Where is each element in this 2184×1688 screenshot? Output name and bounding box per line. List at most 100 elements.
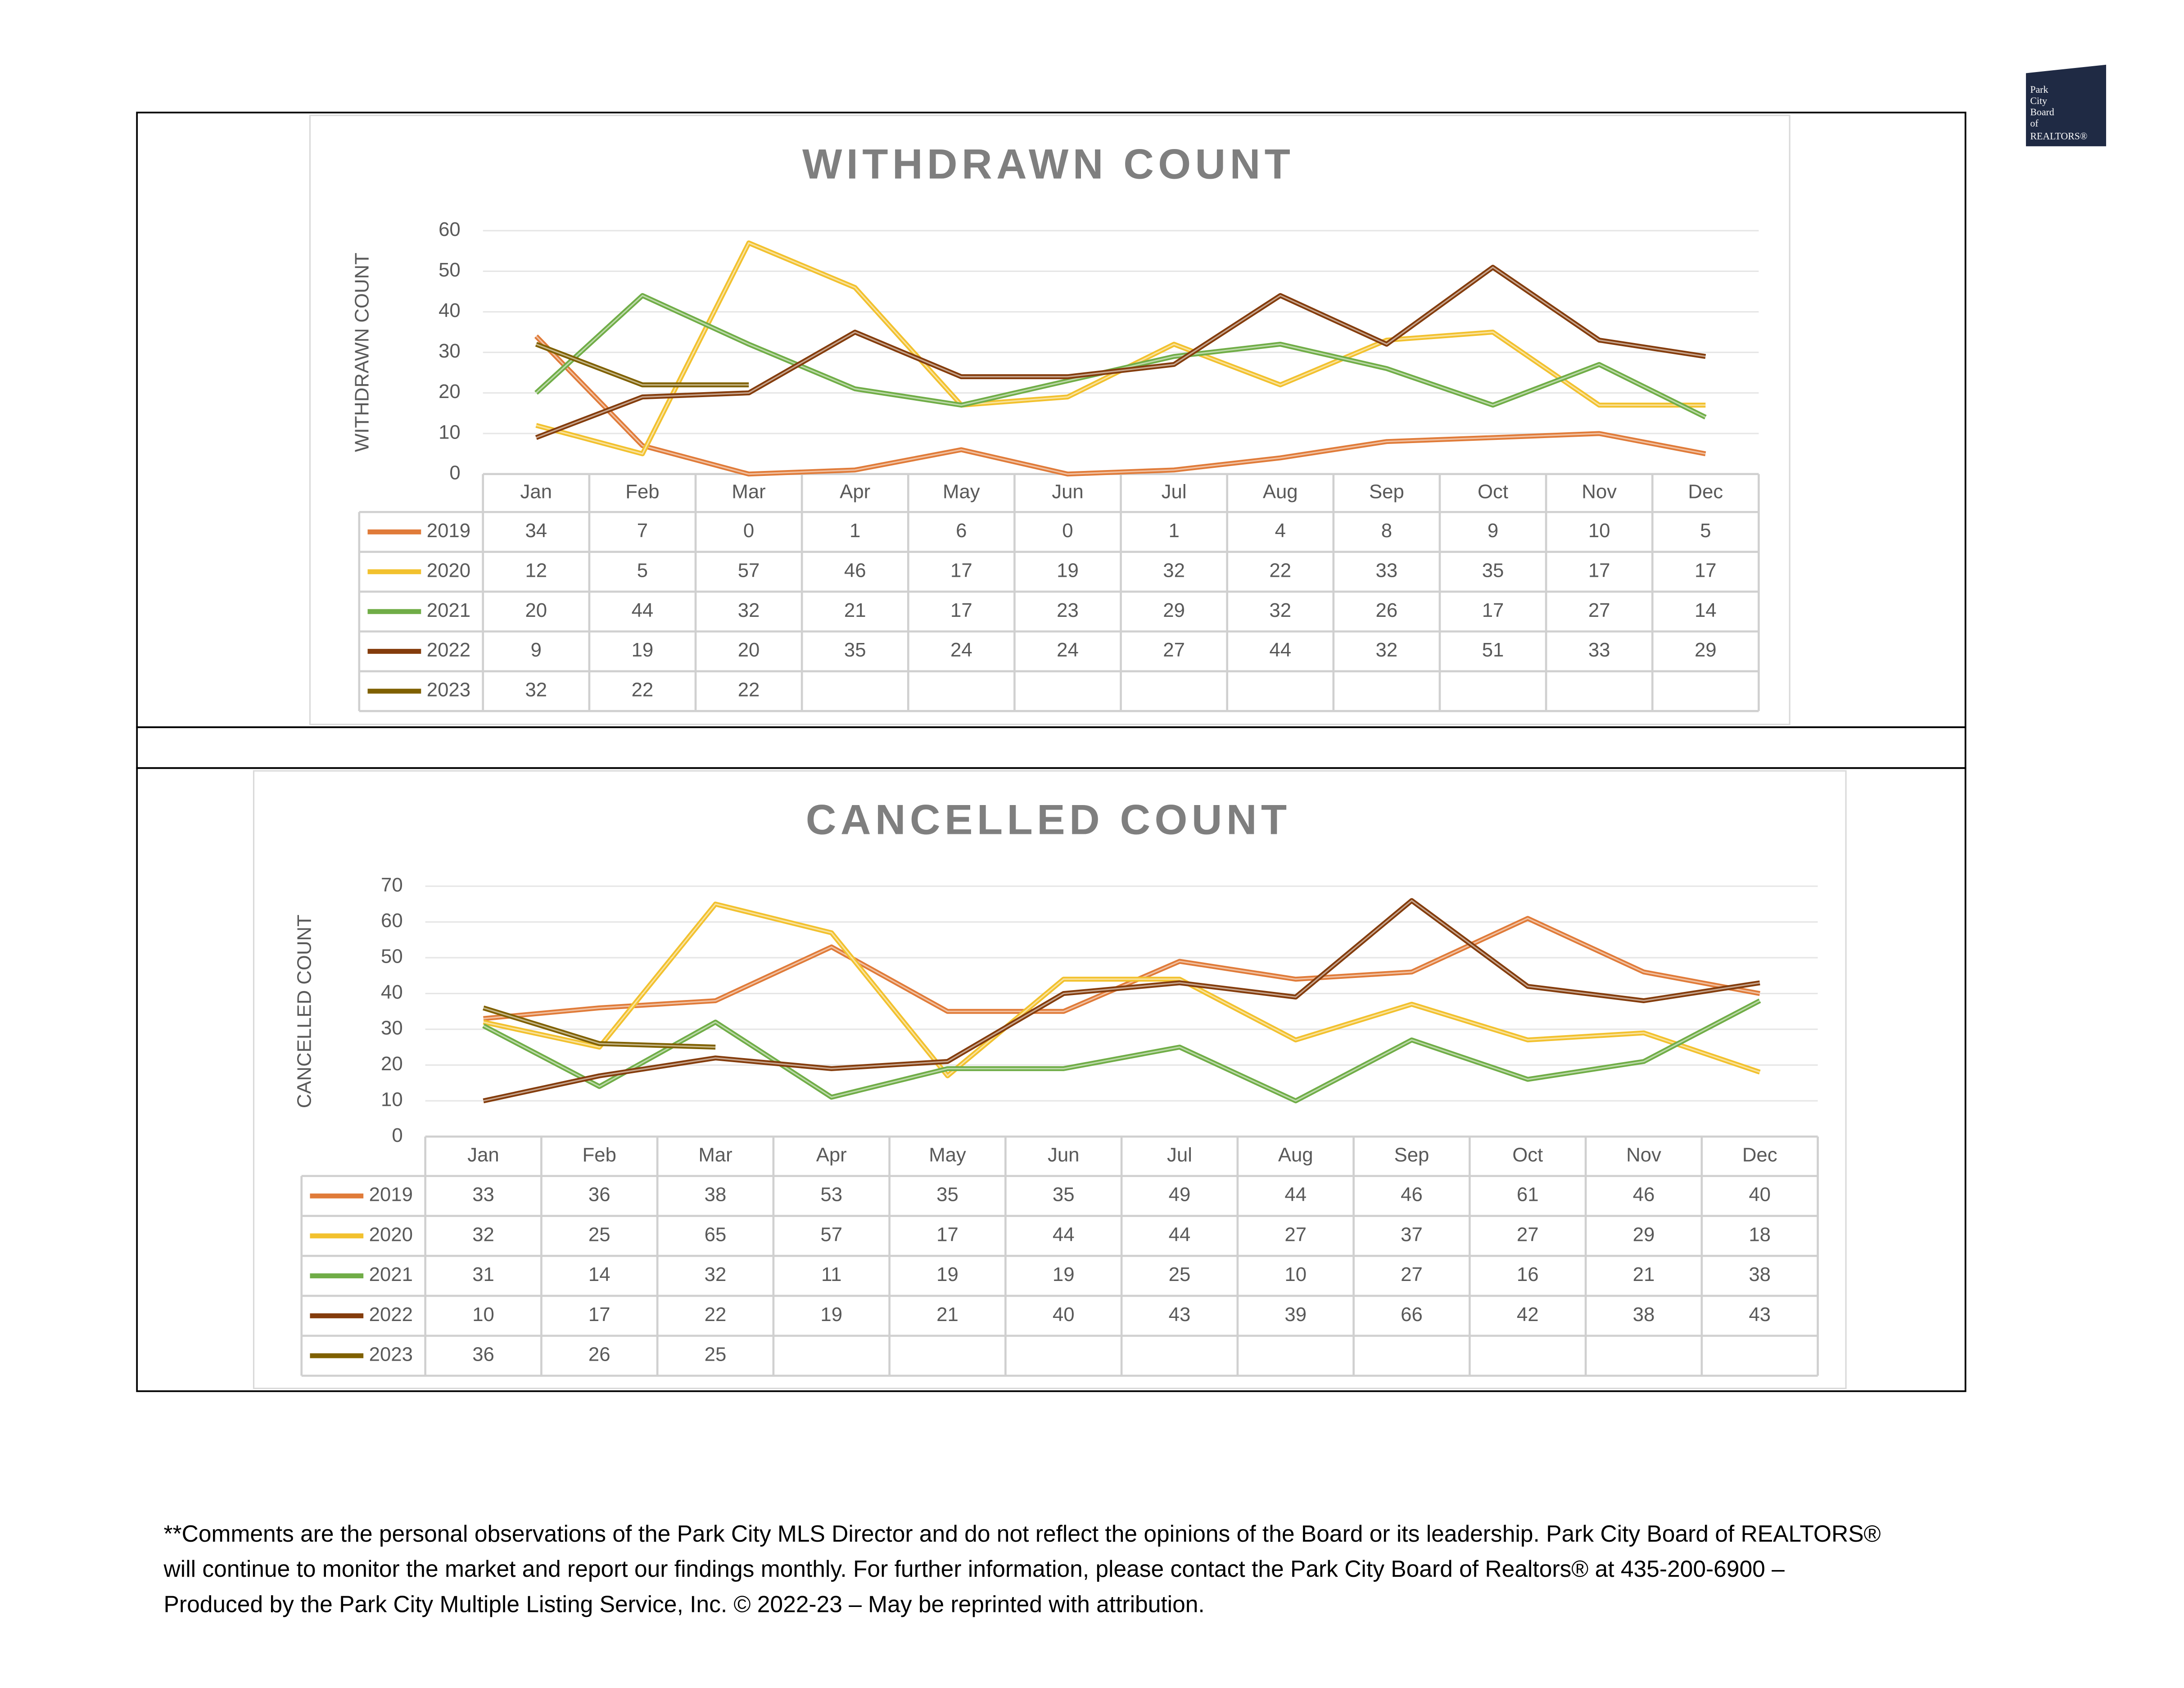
table-value: 37 bbox=[1401, 1223, 1423, 1245]
x-tick-label: Dec bbox=[1688, 481, 1723, 503]
table-value: 10 bbox=[1588, 520, 1610, 542]
table-value: 17 bbox=[1588, 559, 1610, 581]
table-value: 27 bbox=[1284, 1223, 1307, 1245]
y-tick-label: 60 bbox=[439, 218, 461, 240]
table-value: 46 bbox=[1401, 1184, 1423, 1206]
x-tick-label: Jan bbox=[520, 481, 552, 503]
table-value: 21 bbox=[1633, 1263, 1655, 1285]
x-tick-label: Jul bbox=[1162, 481, 1187, 503]
x-tick-label: Nov bbox=[1582, 481, 1617, 503]
table-value: 17 bbox=[950, 559, 972, 581]
table-value: 17 bbox=[1695, 559, 1717, 581]
table-value: 66 bbox=[1401, 1303, 1423, 1326]
y-tick-label: 10 bbox=[381, 1088, 403, 1110]
logo-mark bbox=[2026, 64, 2107, 146]
x-tick-label: May bbox=[943, 481, 980, 503]
table-value: 9 bbox=[531, 639, 542, 661]
table-value: 33 bbox=[472, 1184, 494, 1206]
table-value: 14 bbox=[588, 1263, 610, 1285]
table-value: 43 bbox=[1749, 1303, 1771, 1326]
table-value: 5 bbox=[1700, 520, 1711, 542]
logo-text: Park bbox=[2030, 84, 2048, 95]
table-value: 25 bbox=[705, 1344, 727, 1366]
x-tick-label: Sep bbox=[1394, 1144, 1429, 1166]
y-tick-label: 30 bbox=[381, 1017, 403, 1039]
y-tick-label: 20 bbox=[381, 1053, 403, 1075]
legend-label: 2020 bbox=[427, 559, 470, 581]
logo-text: of bbox=[2030, 118, 2039, 129]
series-line-highlight bbox=[536, 242, 1706, 455]
series-line-highlight bbox=[536, 266, 1706, 439]
logo-text: Board bbox=[2030, 107, 2054, 118]
series-line-highlight bbox=[483, 1000, 1760, 1102]
table-value: 49 bbox=[1169, 1184, 1191, 1206]
table-value: 24 bbox=[950, 639, 972, 661]
x-tick-label: Jul bbox=[1167, 1144, 1192, 1166]
frame-gap bbox=[136, 726, 1967, 769]
table-value: 46 bbox=[1633, 1184, 1655, 1206]
table-value: 22 bbox=[632, 679, 654, 701]
table-value: 24 bbox=[1057, 639, 1079, 661]
table-value: 20 bbox=[525, 599, 547, 621]
chart-frame bbox=[309, 114, 1791, 725]
y-tick-label: 0 bbox=[449, 462, 460, 484]
y-tick-label: 70 bbox=[381, 874, 403, 896]
table-value: 44 bbox=[1053, 1223, 1075, 1245]
table-value: 44 bbox=[1169, 1223, 1191, 1245]
table-value: 34 bbox=[525, 520, 547, 542]
table-value: 65 bbox=[705, 1223, 727, 1245]
table-value: 53 bbox=[820, 1184, 842, 1206]
table-value: 40 bbox=[1749, 1184, 1771, 1206]
table-value: 21 bbox=[844, 599, 866, 621]
table-value: 33 bbox=[1588, 639, 1610, 661]
table-value: 29 bbox=[1633, 1223, 1655, 1245]
x-tick-label: Aug bbox=[1263, 481, 1298, 503]
table-value: 35 bbox=[844, 639, 866, 661]
table-value: 17 bbox=[950, 599, 972, 621]
y-tick-label: 50 bbox=[439, 259, 461, 281]
table-value: 25 bbox=[588, 1223, 610, 1245]
table-value: 33 bbox=[1376, 559, 1398, 581]
x-tick-label: Apr bbox=[816, 1144, 847, 1166]
series-line-highlight bbox=[483, 900, 1760, 1102]
legend-label: 2022 bbox=[369, 1303, 413, 1326]
table-value: 32 bbox=[525, 679, 547, 701]
table-value: 57 bbox=[820, 1223, 842, 1245]
table-value: 1 bbox=[1168, 520, 1179, 542]
series-line bbox=[535, 240, 1706, 457]
x-tick-label: Nov bbox=[1626, 1144, 1661, 1166]
x-tick-label: Feb bbox=[625, 481, 659, 503]
table-value: 4 bbox=[1275, 520, 1286, 542]
y-axis-label: CANCELLED COUNT bbox=[294, 914, 316, 1108]
table-value: 27 bbox=[1163, 639, 1185, 661]
x-tick-label: Mar bbox=[698, 1144, 732, 1166]
table-value: 19 bbox=[820, 1303, 842, 1326]
table-value: 7 bbox=[637, 520, 648, 542]
logo-text: REALTORS® bbox=[2030, 131, 2087, 141]
chart-frame bbox=[253, 770, 1847, 1389]
legend-label: 2021 bbox=[369, 1263, 413, 1285]
table-value: 1 bbox=[850, 520, 860, 542]
footer-line: **Comments are the personal observations… bbox=[164, 1521, 1881, 1547]
table-value: 46 bbox=[844, 559, 866, 581]
series-line-highlight bbox=[535, 335, 1706, 475]
table-value: 0 bbox=[743, 520, 754, 542]
y-axis-label: WITHDRAWN COUNT bbox=[351, 253, 373, 452]
table-value: 12 bbox=[525, 559, 547, 581]
table-value: 19 bbox=[632, 639, 654, 661]
table-value: 19 bbox=[1057, 559, 1079, 581]
x-tick-label: Oct bbox=[1478, 481, 1508, 503]
table-value: 22 bbox=[705, 1303, 727, 1326]
y-tick-label: 60 bbox=[381, 910, 403, 932]
table-value: 21 bbox=[936, 1303, 959, 1326]
table-value: 6 bbox=[956, 520, 967, 542]
legend-label: 2023 bbox=[427, 679, 470, 701]
table-value: 8 bbox=[1381, 520, 1392, 542]
x-tick-label: Dec bbox=[1742, 1144, 1777, 1166]
y-tick-label: 40 bbox=[439, 299, 461, 321]
y-tick-label: 50 bbox=[381, 946, 403, 968]
table-value: 61 bbox=[1517, 1184, 1539, 1206]
table-value: 27 bbox=[1517, 1223, 1539, 1245]
table-value: 35 bbox=[936, 1184, 959, 1206]
